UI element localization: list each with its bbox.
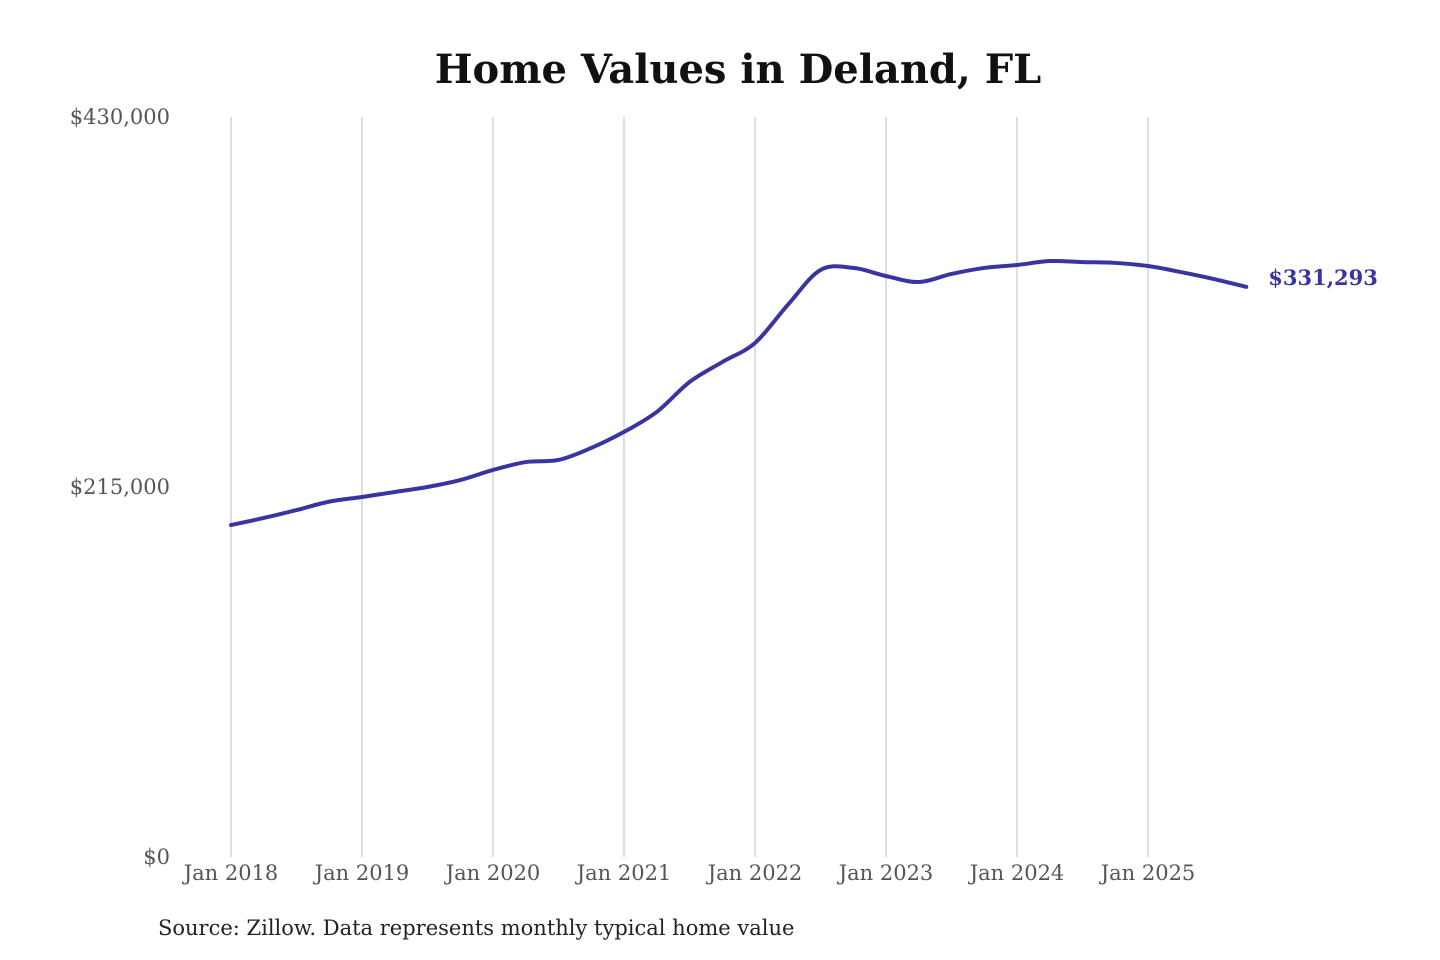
- y-tick-label: $430,000: [70, 105, 170, 129]
- x-tick-label: Jan 2021: [575, 861, 672, 885]
- x-tick-label: Jan 2024: [968, 861, 1065, 885]
- y-tick-label: $215,000: [70, 475, 170, 499]
- x-tick-label: Jan 2023: [837, 861, 934, 885]
- series-line: [229, 258, 1249, 528]
- y-tick-label: $0: [143, 845, 170, 869]
- x-tick-label: Jan 2025: [1099, 861, 1196, 885]
- end-value-label: $331,293: [1268, 265, 1378, 290]
- x-tick-label: Jan 2022: [706, 861, 803, 885]
- source-note: Source: Zillow. Data represents monthly …: [158, 916, 795, 940]
- x-tick-label: Jan 2018: [182, 861, 279, 885]
- chart-title: Home Values in Deland, FL: [435, 46, 1042, 93]
- x-tick-label: Jan 2019: [313, 861, 410, 885]
- x-tick-label: Jan 2020: [444, 861, 541, 885]
